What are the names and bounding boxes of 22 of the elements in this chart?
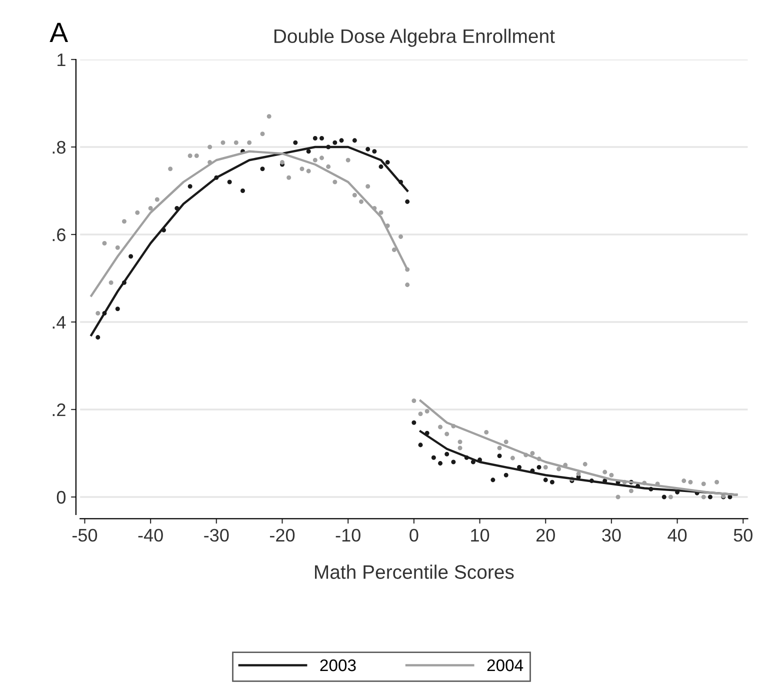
x-tick-label: -20 (270, 528, 295, 542)
y-tick-label: .8 (52, 140, 66, 154)
x-tick-label: -10 (336, 528, 360, 542)
x-tick-label: 50 (734, 528, 752, 542)
chart-title: Double Dose Algebra Enrollment (274, 28, 555, 47)
y-tick-label: 0 (56, 490, 66, 504)
y-tick-label: 1 (58, 54, 66, 66)
x-tick-label: 20 (536, 528, 555, 542)
y-tick-label: .6 (52, 228, 66, 242)
x-axis-title: Math Percentile Scores (315, 564, 514, 579)
legend-label: 2003 (320, 659, 356, 672)
y-tick-label: .2 (52, 403, 66, 416)
x-tick-label: -30 (204, 528, 229, 542)
text: A (50, 22, 68, 42)
x-tick-label: 10 (471, 528, 490, 542)
x-tick-label: 0 (410, 528, 418, 542)
x-tick-label: 40 (668, 528, 687, 542)
legend-label: 2004 (487, 659, 524, 672)
x-tick-label: -40 (138, 528, 163, 542)
y-tick-label: .4 (52, 316, 66, 329)
x-tick-label: 30 (602, 528, 621, 542)
x-tick-label: -50 (72, 528, 98, 542)
